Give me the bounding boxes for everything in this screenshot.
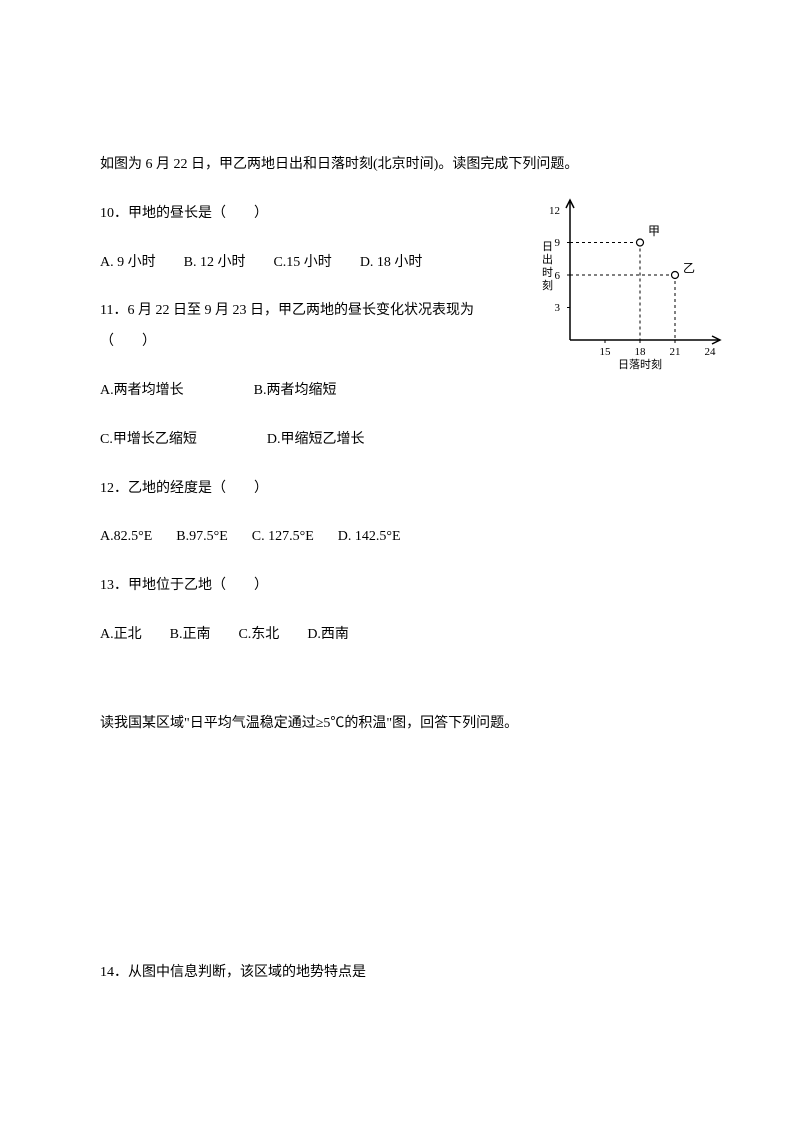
q11-option-c: C.甲增长乙缩短: [100, 425, 197, 456]
q13-stem: 13．甲地位于乙地（ ）: [100, 571, 700, 602]
q13-options: A.正北 B.正南 C.东北 D.西南: [100, 620, 700, 651]
svg-text:出: 出: [542, 252, 553, 266]
svg-text:日落时刻: 日落时刻: [618, 357, 662, 370]
q14-stem: 14．从图中信息判断，该区域的地势特点是: [100, 958, 700, 989]
svg-text:3: 3: [555, 302, 561, 314]
q12-option-a: A.82.5°E: [100, 522, 152, 553]
q12-option-c: C. 127.5°E: [252, 522, 314, 553]
q11-option-b: B.两者均缩短: [254, 376, 337, 407]
svg-text:18: 18: [635, 346, 647, 358]
q10-option-c: C.15 小时: [273, 248, 331, 279]
svg-text:日: 日: [542, 241, 553, 253]
q13-option-c: C.东北: [238, 620, 279, 651]
svg-text:甲: 甲: [648, 224, 660, 238]
svg-text:时: 时: [542, 266, 553, 279]
q11-option-d: D.甲缩短乙增长: [267, 425, 365, 456]
section-intro-2: 读我国某区域"日平均气温稳定通过≥5℃的积温"图，回答下列问题。: [100, 709, 700, 740]
q11-option-a: A.两者均增长: [100, 376, 184, 407]
svg-text:9: 9: [555, 237, 561, 249]
svg-text:12: 12: [549, 205, 560, 217]
sunrise-sunset-chart: 3 6 9 12 15 18 21 24 甲 乙: [530, 190, 730, 370]
svg-text:24: 24: [705, 346, 717, 358]
q13-option-d: D.西南: [307, 620, 349, 651]
q13-option-a: A.正北: [100, 620, 142, 651]
svg-text:6: 6: [555, 270, 561, 282]
q10-option-d: D. 18 小时: [360, 248, 423, 279]
q10-option-b: B. 12 小时: [184, 248, 246, 279]
q12-option-b: B.97.5°E: [176, 522, 228, 553]
q12-stem: 12．乙地的经度是（ ）: [100, 474, 700, 505]
q12-options: A.82.5°E B.97.5°E C. 127.5°E D. 142.5°E: [100, 522, 700, 553]
svg-text:乙: 乙: [683, 261, 695, 275]
q12-option-d: D. 142.5°E: [338, 522, 401, 553]
section-intro: 如图为 6 月 22 日，甲乙两地日出和日落时刻(北京时间)。读图完成下列问题。: [100, 150, 700, 181]
q13-option-b: B.正南: [170, 620, 211, 651]
q10-option-a: A. 9 小时: [100, 248, 156, 279]
svg-text:15: 15: [600, 346, 612, 358]
q11-options-row1: A.两者均增长 B.两者均缩短: [100, 376, 700, 407]
content-wrapper: 如图为 6 月 22 日，甲乙两地日出和日落时刻(北京时间)。读图完成下列问题。…: [100, 150, 700, 988]
q11-stem: 11．6 月 22 日至 9 月 23 日，甲乙两地的昼长变化状况表现为（ ）: [100, 296, 520, 358]
svg-text:21: 21: [670, 346, 681, 358]
q11-options-row2: C.甲增长乙缩短 D.甲缩短乙增长: [100, 425, 700, 456]
svg-text:刻: 刻: [542, 278, 553, 292]
